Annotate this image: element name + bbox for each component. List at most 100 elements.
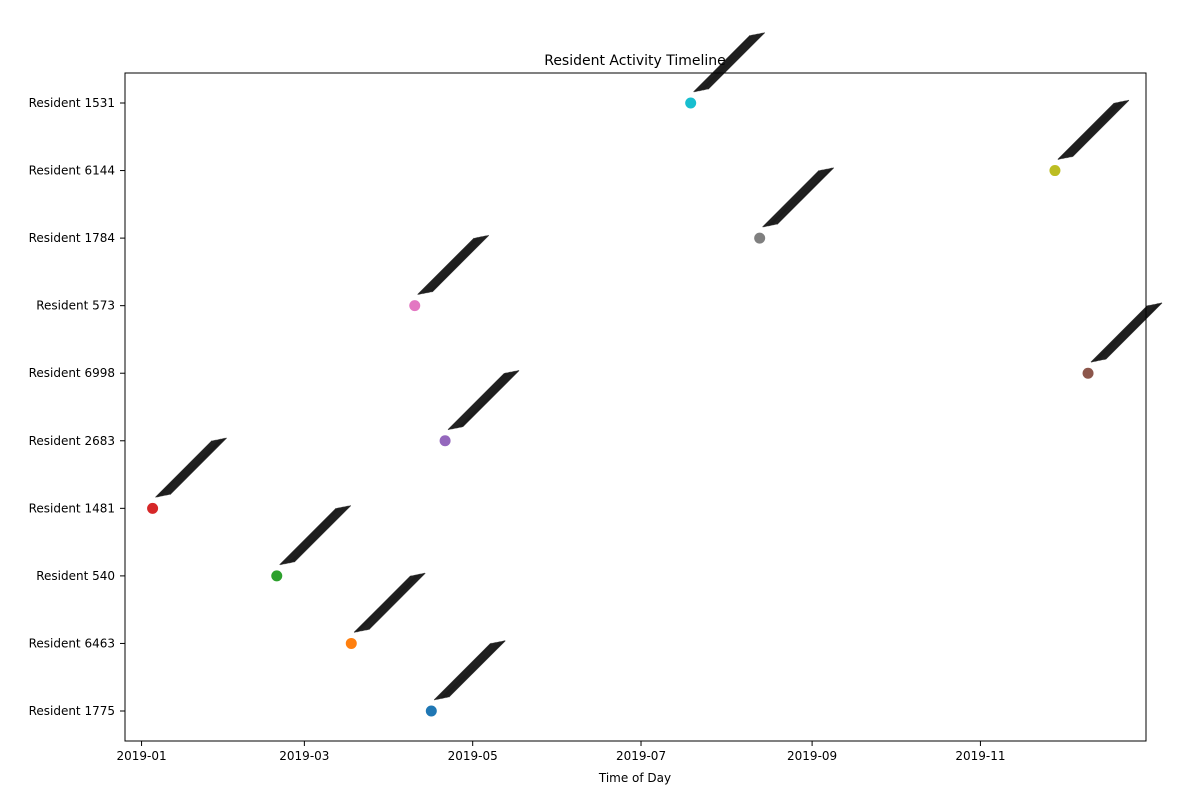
- annotation-stroke: [168, 437, 226, 496]
- annotation-stroke: [166, 438, 225, 496]
- annotation-stroke: [449, 372, 507, 430]
- annotation-stroke: [359, 574, 417, 632]
- annotation-stroke: [155, 440, 213, 498]
- annotation-stroke: [766, 169, 824, 227]
- annotation-stroke: [1097, 303, 1155, 362]
- annotation-stroke: [439, 642, 497, 700]
- annotation-cluster: [447, 369, 520, 431]
- annotation-stroke: [698, 34, 756, 92]
- y-tick-label: Resident 1481: [29, 501, 115, 515]
- x-tick-label: 2019-03: [279, 749, 329, 763]
- annotation-stroke: [444, 640, 502, 699]
- annotation-stroke: [280, 507, 339, 566]
- annotation-cluster: [433, 640, 506, 701]
- annotation-stroke: [283, 507, 341, 565]
- annotation-stroke: [291, 505, 349, 563]
- plot-area: [147, 32, 1163, 717]
- annotation-stroke: [163, 438, 221, 497]
- annotation-stroke: [159, 439, 217, 497]
- annotation-stroke: [356, 574, 414, 633]
- annotation-stroke: [695, 34, 754, 92]
- annotation-stroke: [440, 641, 498, 700]
- annotation-stroke: [156, 440, 214, 498]
- annotation-stroke: [430, 235, 488, 293]
- annotation-stroke: [701, 33, 759, 91]
- annotation-stroke: [1103, 302, 1162, 361]
- annotation-cluster: [417, 234, 490, 296]
- annotation-stroke: [462, 369, 520, 428]
- annotation-stroke: [772, 168, 831, 226]
- annotation-stroke: [697, 34, 755, 92]
- annotation-stroke: [437, 642, 496, 700]
- annotation-cluster: [279, 505, 352, 566]
- annotation-stroke: [1070, 99, 1128, 158]
- annotation-stroke: [436, 642, 494, 700]
- annotation-stroke: [279, 507, 337, 566]
- annotation-stroke: [419, 237, 478, 295]
- annotation-stroke: [357, 574, 416, 633]
- annotation-stroke: [764, 169, 823, 227]
- annotation-stroke: [425, 236, 483, 294]
- x-axis-label: Time of Day: [598, 771, 671, 785]
- annotation-cluster: [353, 572, 426, 633]
- annotation-stroke: [441, 641, 500, 699]
- y-tick-label: Resident 2683: [29, 434, 115, 448]
- annotation-stroke: [762, 170, 820, 228]
- annotation-stroke: [1061, 101, 1119, 160]
- annotation-stroke: [421, 236, 479, 295]
- annotation-stroke: [443, 641, 501, 699]
- annotation-stroke: [448, 640, 506, 698]
- annotation-stroke: [776, 167, 834, 225]
- annotation-stroke: [161, 439, 220, 497]
- annotation-stroke: [693, 35, 751, 93]
- annotation-stroke: [1069, 100, 1127, 158]
- annotation-stroke: [458, 370, 516, 429]
- data-point: [345, 637, 357, 649]
- annotation-stroke: [160, 439, 218, 497]
- annotation-stroke: [169, 437, 227, 495]
- annotation-stroke: [1093, 304, 1151, 363]
- y-tick-label: Resident 6144: [29, 164, 115, 178]
- y-tick-label: Resident 1531: [29, 96, 115, 110]
- annotation-stroke: [694, 34, 752, 93]
- y-axis: Resident 1775 Resident 6463 Resident 540 Re…: [29, 96, 125, 718]
- y-tick-label: Resident 1784: [29, 231, 115, 245]
- annotation-stroke: [456, 371, 515, 429]
- data-point: [271, 570, 283, 582]
- annotation-stroke: [707, 32, 765, 90]
- annotation-stroke: [418, 237, 477, 295]
- annotation-stroke: [699, 33, 758, 92]
- annotation-stroke: [1090, 305, 1149, 363]
- x-tick-label: 2019-01: [116, 749, 166, 763]
- annotation-stroke: [288, 506, 346, 564]
- x-tick-label: 2019-09: [787, 749, 837, 763]
- annotation-stroke: [281, 507, 340, 565]
- annotation-stroke: [365, 573, 423, 631]
- annotation-stroke: [366, 572, 425, 631]
- data-point: [439, 435, 451, 447]
- data-point: [685, 97, 697, 109]
- annotation-stroke: [768, 168, 827, 227]
- annotation-stroke: [427, 235, 486, 293]
- annotation-stroke: [1091, 305, 1150, 363]
- annotation-cluster: [762, 167, 834, 228]
- annotation-cluster: [1057, 99, 1130, 160]
- annotation-cluster: [155, 437, 227, 498]
- annotation-stroke: [450, 372, 508, 430]
- annotation-stroke: [773, 167, 832, 226]
- y-tick-label: Resident 1775: [29, 704, 115, 718]
- annotation-stroke: [1095, 304, 1154, 362]
- annotation-stroke: [361, 573, 420, 632]
- annotation-stroke: [1064, 101, 1122, 159]
- data-point: [1082, 367, 1094, 379]
- x-tick-label: 2019-07: [616, 749, 666, 763]
- annotation-stroke: [368, 572, 426, 630]
- annotation-stroke: [446, 640, 505, 698]
- annotation-stroke: [1099, 303, 1158, 361]
- annotation-stroke: [451, 372, 509, 430]
- annotation-stroke: [165, 438, 223, 496]
- annotation-stroke: [705, 32, 763, 91]
- annotation-stroke: [452, 371, 511, 430]
- annotation-stroke: [455, 371, 513, 429]
